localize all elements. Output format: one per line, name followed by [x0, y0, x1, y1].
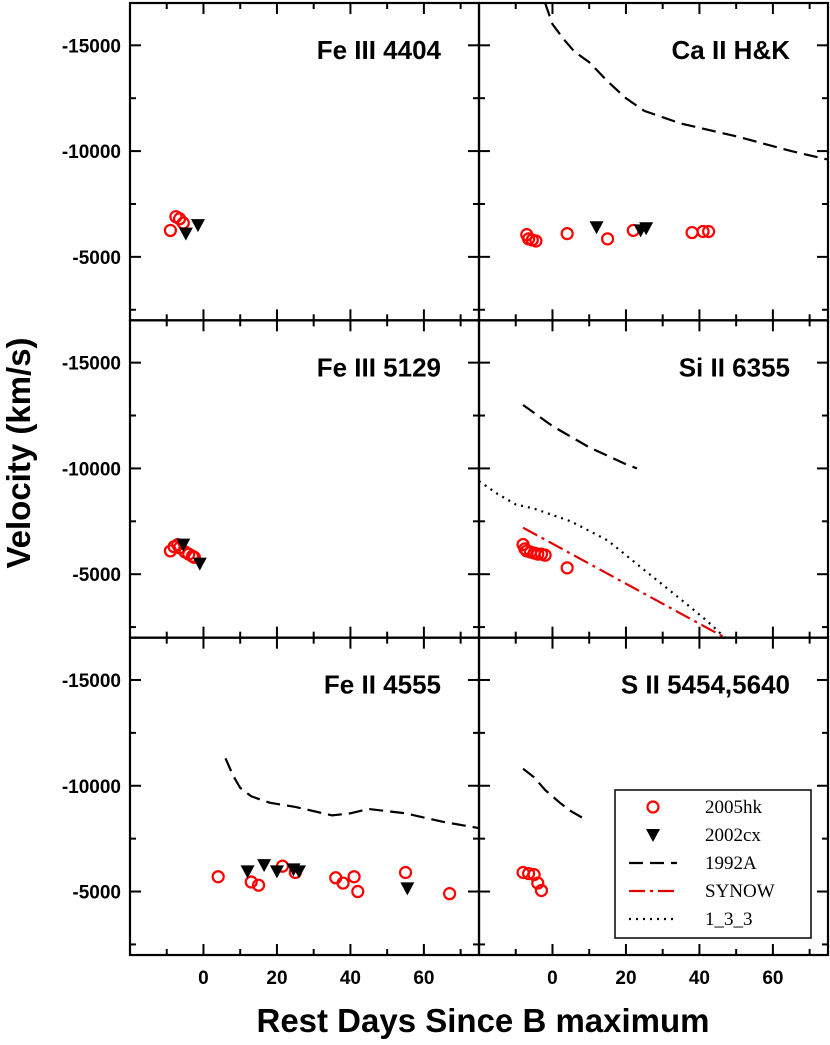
point-2005hk [163, 223, 178, 238]
point-2002cx [176, 538, 191, 552]
panel-data [163, 537, 207, 571]
panel-data [479, 404, 726, 638]
point-2005hk [336, 876, 350, 890]
point-2005hk [534, 883, 549, 898]
point-2005hk [529, 234, 543, 248]
point-2005hk [211, 870, 225, 884]
panel-data [520, 3, 828, 248]
panels-layer: Fe III 4404 Ca II H&K Fe III 5129 Si II 635… [317, 35, 791, 700]
point-2005hk [685, 225, 699, 240]
point-2005hk [696, 224, 710, 239]
data-layer [163, 3, 828, 901]
legend-label: SYNOW [705, 881, 775, 902]
point-2002cx [178, 227, 193, 241]
y-tick-label: -10000 [62, 142, 121, 163]
panel-data [211, 757, 479, 901]
point-2005hk [251, 878, 266, 892]
panel-frame [477, 636, 830, 957]
point-2002cx [190, 219, 205, 233]
panel-title: S II 5454,5640 [621, 670, 790, 700]
y-tick-label: -5000 [72, 883, 121, 904]
series-line-1_3_3 [479, 480, 726, 638]
panel-title: Fe III 4404 [317, 35, 442, 65]
y-tick-label: -5000 [72, 565, 121, 586]
point-2005hk [538, 548, 552, 562]
panel-title: Fe II 4555 [324, 670, 441, 700]
frames-layer [128, 1, 830, 957]
point-2005hk [347, 870, 361, 884]
series-line-SYNOW [522, 526, 726, 638]
point-2005hk [521, 866, 536, 881]
point-2005hk [560, 226, 574, 241]
series-line-1992A [522, 404, 638, 470]
y-tick-label: -15000 [62, 354, 121, 375]
point-2005hk [531, 876, 545, 890]
point-2002cx [639, 222, 654, 236]
panel-title: Ca II H&K [672, 35, 791, 65]
x-tick-label: 0 [198, 968, 209, 989]
y-tick-label: -10000 [62, 459, 121, 480]
legend-label: 1_3_3 [705, 909, 753, 930]
x-axis-label: Rest Days Since B maximum [256, 1002, 709, 1039]
point-2005hk [398, 865, 413, 880]
y-tick-label: -5000 [72, 248, 121, 269]
x-tick-label: 20 [266, 968, 287, 989]
legend-label: 2002cx [705, 825, 761, 846]
point-2002cx [589, 221, 604, 235]
point-2002cx [400, 882, 415, 896]
point-2005hk [443, 887, 457, 901]
legend-label: 1992A [705, 853, 757, 874]
ticks-layer: -15000 -10000 -5000 -15000 -10000 -5000 -15000… [62, 3, 828, 989]
point-2005hk [702, 224, 716, 239]
point-2005hk [560, 561, 574, 575]
legend-box [614, 789, 812, 939]
x-tick-label: 40 [340, 968, 361, 989]
y-tick-label: -10000 [62, 777, 121, 798]
panel-title: Si II 6355 [679, 352, 790, 382]
y-tick-label: -15000 [62, 671, 121, 692]
point-2005hk [600, 232, 615, 246]
point-2002cx [192, 557, 207, 571]
point-2005hk [187, 550, 201, 564]
legend-symbol-2002cx [646, 829, 660, 842]
x-tick-label: 0 [547, 968, 558, 989]
legend-label: 2005hk [705, 797, 763, 818]
panel-data [163, 210, 205, 241]
y-axis-label: Velocity (km/s) [0, 337, 37, 568]
series-line-1992A [522, 767, 583, 819]
legend-layer: 2005hk 2002cx 1992A SYNOW 1_3_3 [614, 789, 812, 939]
series-line-1992A [224, 757, 479, 830]
legend-symbol-2005hk [646, 800, 660, 814]
point-2005hk [244, 875, 258, 889]
panel-data [516, 767, 583, 898]
series-line-1992A [544, 3, 828, 161]
x-tick-label: 60 [413, 968, 434, 989]
point-2002cx [291, 865, 306, 879]
point-2005hk [351, 884, 365, 899]
y-tick-label: -15000 [62, 36, 121, 57]
panel-title: Fe III 5129 [317, 352, 441, 382]
point-2002cx [240, 865, 255, 879]
x-tick-label: 40 [689, 968, 710, 989]
x-tick-label: 20 [615, 968, 636, 989]
point-2005hk [531, 547, 545, 561]
point-2002cx [269, 865, 284, 879]
x-tick-label: 60 [762, 968, 783, 989]
point-2002cx [257, 859, 272, 873]
